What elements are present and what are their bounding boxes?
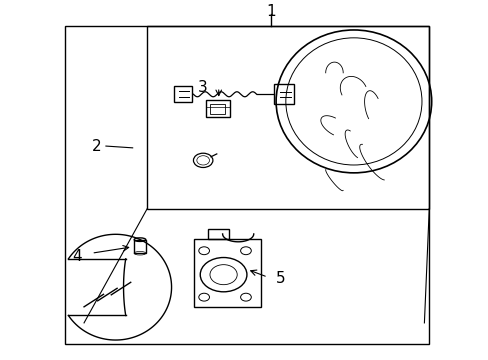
Text: 3: 3 (198, 80, 207, 95)
Bar (194, 239, 260, 307)
Text: 4: 4 (72, 249, 81, 264)
Text: 1: 1 (266, 4, 276, 19)
Bar (207, 229, 229, 239)
Bar (273, 84, 293, 104)
Bar (147, 26, 428, 208)
Bar (64, 26, 428, 344)
Text: 5: 5 (276, 271, 285, 286)
Bar (174, 86, 192, 102)
Text: 2: 2 (91, 139, 101, 154)
Bar (205, 100, 229, 117)
Bar (210, 104, 224, 114)
Bar (134, 240, 145, 253)
